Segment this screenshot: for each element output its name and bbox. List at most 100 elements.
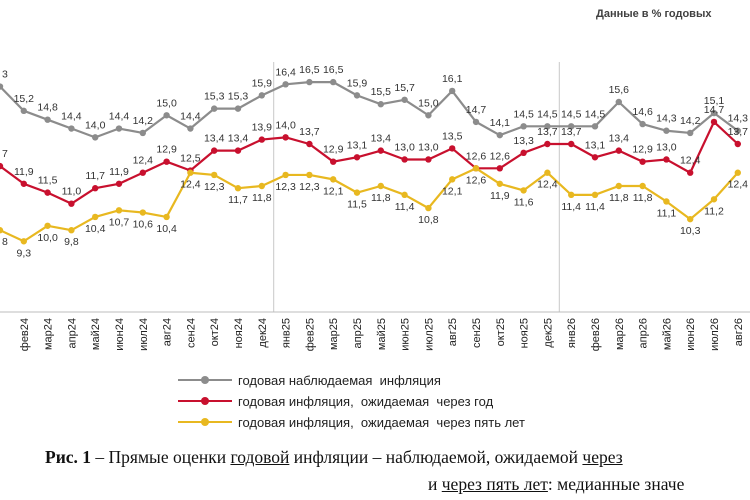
data-point-one_year [0, 162, 4, 170]
x-tick-label: сен25 [471, 318, 483, 348]
legend-swatch-five-year [178, 412, 232, 432]
data-label-one_year: 13,9 [252, 122, 273, 134]
data-point-five_year [0, 227, 4, 234]
data-point-five_year [734, 169, 741, 176]
data-label-one_year: 11,0 [62, 186, 82, 198]
x-tick-label: июн25 [400, 318, 412, 351]
x-tick-label: ноя25 [519, 318, 531, 348]
data-point-five_year [544, 169, 551, 176]
data-point-observed [187, 125, 194, 132]
x-tick-label: май25 [376, 318, 388, 350]
data-point-one_year [639, 158, 646, 165]
data-point-observed [687, 129, 694, 137]
data-point-five_year [282, 171, 289, 179]
data-point-one_year [258, 136, 265, 143]
data-label-observed: 14,5 [513, 108, 534, 120]
data-label-five_year: 11,8 [633, 192, 653, 204]
data-point-one_year [234, 147, 242, 154]
legend-swatch-one-year [178, 391, 232, 411]
data-label-observed: 16,5 [299, 64, 320, 76]
data-label-five_year: 11,9 [490, 190, 510, 202]
x-tick-label: янв26 [566, 318, 578, 348]
data-label-five_year: 11,4 [585, 201, 605, 213]
data-point-one_year [615, 147, 622, 154]
data-point-five_year [472, 165, 480, 172]
data-point-observed [734, 127, 741, 134]
data-point-one_year [663, 156, 670, 163]
data-label-five_year: 11,8 [609, 192, 629, 204]
x-tick-label: апр24 [66, 318, 78, 348]
data-label-one_year: 13,7 [299, 126, 320, 138]
data-point-one_year [211, 147, 218, 154]
data-label-observed: 14,4 [109, 111, 130, 123]
caption-text-1b: инфляции – наблюдаемой, ожидаемой [289, 447, 583, 467]
data-point-one_year [401, 156, 408, 163]
data-label-observed: 14,0 [85, 119, 106, 131]
data-point-one_year [20, 180, 27, 187]
data-point-five_year [663, 198, 670, 205]
data-label-one_year: 11,9 [14, 166, 34, 178]
data-point-observed [377, 101, 384, 108]
data-point-one_year [92, 185, 99, 192]
data-point-five_year [234, 185, 242, 192]
x-tick-label: окт25 [495, 318, 507, 346]
data-point-five_year [68, 227, 75, 234]
caption-underline-3: через пять лет [441, 474, 548, 494]
legend-swatch-observed [178, 370, 232, 390]
data-point-one_year [353, 154, 361, 161]
data-point-observed [306, 78, 313, 86]
legend-label-one-year: годовая инфляция, ожидаемая через год [238, 393, 494, 409]
data-point-observed [615, 98, 622, 106]
data-label-five_year: 10,4 [85, 223, 106, 235]
data-point-five_year [591, 191, 599, 199]
data-label-one_year: 13,4 [371, 133, 392, 145]
data-label-one_year: 13,4 [609, 133, 630, 145]
data-label-observed: 14,5 [585, 108, 606, 120]
data-point-five_year [187, 169, 194, 176]
figure-caption-line2: и через пять лет: медианные значе [428, 474, 750, 495]
data-label-one_year: 13,7 [561, 126, 582, 138]
data-label-observed: 14,5 [561, 108, 582, 120]
data-point-five_year [710, 196, 718, 203]
data-point-five_year [139, 209, 146, 216]
x-tick-label: дек24 [257, 318, 269, 348]
data-label-one_year: 13,0 [656, 141, 677, 153]
data-label-one_year: 13,1 [347, 139, 368, 151]
data-point-observed [639, 120, 646, 128]
data-label-one_year: 12,6 [466, 150, 487, 162]
data-point-five_year [20, 238, 27, 245]
data-label-five_year: 12,4 [180, 179, 201, 191]
data-label-observed: 14,2 [680, 115, 701, 127]
data-point-observed [520, 123, 527, 130]
data-point-observed [44, 116, 51, 123]
data-point-one_year [496, 165, 503, 172]
data-label-one_year: 12,6 [490, 150, 511, 162]
data-point-observed [710, 109, 718, 117]
data-point-five_year [163, 213, 170, 221]
data-label-observed: 15,7 [394, 82, 415, 94]
data-point-five_year [44, 222, 51, 229]
x-tick-label: фев24 [19, 318, 31, 351]
legend-label-five-year: годовая инфляция, ожидаемая через пять л… [238, 414, 525, 430]
data-label-observed: 14,1 [490, 117, 511, 129]
data-label-one_year: 12,4 [680, 155, 701, 167]
caption-text-2a: и [428, 474, 442, 494]
data-point-observed [20, 107, 27, 115]
series-line-five_year [0, 167, 739, 243]
data-point-observed [0, 83, 4, 90]
data-point-one_year [568, 140, 575, 148]
x-tick-label: окт24 [209, 318, 221, 346]
data-label-five_year: 10,0 [37, 232, 58, 244]
data-point-five_year [401, 191, 408, 199]
data-label-observed: 3 [2, 69, 8, 81]
data-point-one_year [306, 140, 313, 148]
data-label-observed: 14,3 [656, 113, 677, 125]
x-tick-label: июн26 [685, 318, 697, 351]
data-point-observed [68, 125, 75, 132]
data-point-one_year [544, 140, 551, 148]
data-point-five_year [92, 213, 99, 221]
data-label-five_year: 11,7 [228, 194, 248, 206]
data-point-observed [234, 105, 242, 112]
x-tick-label: мар26 [614, 318, 626, 350]
chart-legend: годовая наблюдаемая инфляция годовая инф… [178, 370, 525, 433]
